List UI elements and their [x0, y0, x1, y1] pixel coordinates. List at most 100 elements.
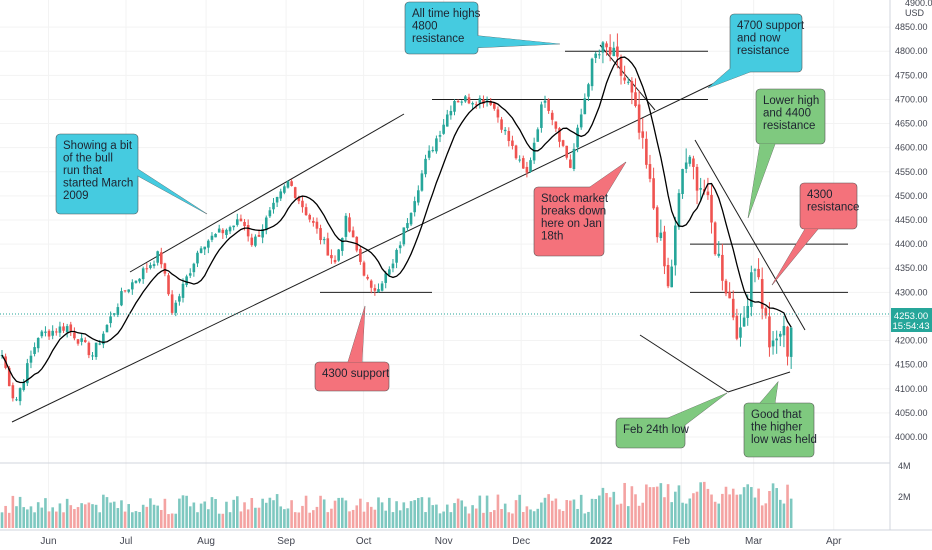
candle-body [467, 97, 471, 104]
candle-body [188, 273, 192, 276]
volume-bar [702, 481, 706, 528]
candle-body [500, 119, 503, 130]
volume-bar [507, 512, 511, 528]
volume-bar [663, 497, 666, 528]
volume-bar [402, 502, 406, 528]
volume-bar [44, 498, 47, 528]
currency-label: USD [905, 8, 925, 18]
trend-line [639, 334, 729, 393]
callout-line: Feb 24th low [623, 424, 690, 436]
candle-body [536, 129, 540, 142]
volume-bar [102, 494, 105, 528]
candle-body [771, 340, 775, 347]
candle-body [261, 229, 264, 238]
volume-bar [250, 497, 254, 528]
callout-pointer-fill [348, 306, 365, 362]
candle-body [199, 248, 203, 253]
volume-bar [655, 486, 659, 528]
x-tick-label: Oct [356, 536, 372, 547]
candle-body [493, 103, 496, 109]
volume-bar [641, 502, 645, 528]
callout-line: run that [63, 165, 103, 177]
y-axis-ticks: 4850.00 4800.00 4750.00 4700.00 4650.00 4600.… [895, 22, 928, 442]
candle-body [170, 294, 174, 313]
volume-bar [587, 511, 590, 528]
candle-body [362, 262, 366, 276]
volume-bar [525, 506, 529, 528]
candle-body [40, 331, 44, 337]
candle-body [699, 188, 702, 190]
candle-body [442, 124, 445, 134]
candle-body [15, 399, 18, 401]
volume-bar [786, 484, 789, 528]
candle-body [695, 166, 699, 191]
callout-line: the higher [751, 422, 802, 434]
candle-body [739, 327, 742, 338]
candle-body [583, 98, 587, 115]
candle-body [521, 158, 525, 169]
candle-body [174, 302, 178, 313]
callout-box [729, 13, 803, 73]
volume-bar [348, 511, 351, 528]
candle-body [286, 181, 290, 188]
volume-bar [315, 506, 319, 528]
volume-bar [362, 511, 366, 528]
candle-body [250, 237, 254, 246]
volume-bar [83, 504, 87, 528]
volume-bar [771, 483, 775, 528]
volume-bar [207, 509, 210, 528]
volume-bar [692, 493, 695, 528]
candle-body [554, 121, 558, 129]
candle-body [590, 58, 594, 87]
volume-bar [131, 512, 134, 528]
candle-body [731, 298, 735, 318]
volume-bar [188, 506, 192, 528]
volume-bar [478, 495, 482, 528]
volume-bar [779, 499, 782, 528]
candle-body [26, 363, 29, 384]
x-axis-ticks: Jun Jul Aug Sep Oct Nov Dec 2022 Feb Mar Apr [40, 536, 842, 547]
volume-bar [388, 497, 391, 528]
volume-bar [373, 509, 377, 528]
volume-bar [290, 500, 293, 528]
volume-bar [283, 509, 286, 528]
volume-bar [159, 509, 163, 528]
candle-body [236, 219, 239, 225]
volume-bar [471, 505, 474, 528]
candle-body [666, 264, 670, 287]
candle-body [167, 275, 170, 295]
candle-body [152, 264, 156, 267]
y-tick-label: 4800.00 [895, 46, 928, 56]
volume-bar [540, 502, 543, 528]
candle-body [775, 338, 778, 341]
volume-bar [576, 508, 579, 528]
volume-bar [598, 495, 601, 528]
volume-bar [710, 494, 713, 528]
candle-body [105, 325, 109, 333]
volume-bar [105, 497, 109, 528]
candle-body [326, 238, 330, 256]
callout-line: here on Jan [541, 218, 602, 230]
volume-bar [782, 503, 786, 528]
volume-bar [554, 498, 558, 528]
volume-bar [297, 512, 301, 528]
volume-bar [590, 498, 594, 528]
callout-line: 18th [541, 231, 563, 243]
callout-line: resistance [807, 202, 859, 214]
volume-bar [482, 512, 485, 528]
gridlines [0, 0, 890, 530]
candle-body [322, 239, 326, 241]
candle-body [369, 280, 373, 288]
candle-body [742, 317, 746, 327]
volume-bar [225, 501, 228, 528]
candle-body [760, 279, 764, 309]
volume-bar [366, 502, 369, 528]
candle-body [65, 326, 69, 333]
volume-bar [496, 494, 500, 528]
candle-body [663, 231, 666, 267]
y-tick-label: 4500.00 [895, 191, 928, 201]
candle-body [717, 253, 721, 256]
candle-body [283, 186, 286, 193]
